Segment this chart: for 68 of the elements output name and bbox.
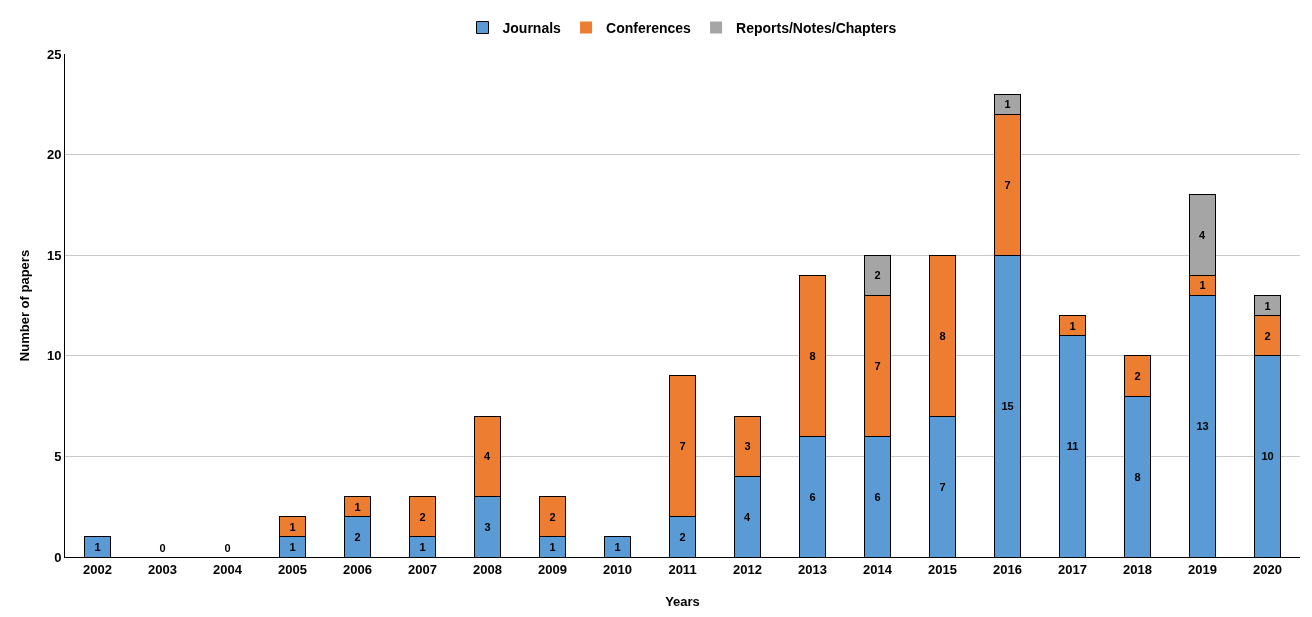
x-tick-label: 2004 [213,561,243,577]
data-label: 4 [484,450,491,463]
data-label: 1 [1069,319,1076,332]
data-label: 0 [159,542,166,554]
legend-label: Conferences [606,20,692,36]
y-tick-label: 5 [54,448,62,464]
x-tick-label: 2016 [993,561,1022,577]
y-tick-label: 0 [54,549,62,565]
data-label: 4 [744,510,751,523]
data-label: 7 [679,440,686,453]
data-label: 11 [1066,440,1079,453]
data-label: 8 [1134,470,1141,483]
y-axis-title: Number of papers [17,249,32,362]
data-label: 10 [1261,450,1274,463]
data-label: 8 [939,329,946,342]
data-label: 3 [484,520,491,533]
x-tick-label: 2020 [1253,561,1282,577]
data-label: 1 [1004,98,1011,111]
data-label: 2 [354,530,361,543]
data-label: 2 [549,510,556,523]
data-label: 6 [874,490,881,503]
data-label: 1 [549,540,556,553]
data-label: 1 [1264,299,1271,312]
data-label: 1 [289,520,296,533]
data-label: 1 [419,540,426,553]
x-tick-label: 2006 [343,561,372,577]
x-tick-label: 2014 [863,561,893,577]
x-tick-label: 2017 [1058,561,1087,577]
y-tick-label: 25 [46,46,62,62]
data-label: 1 [1199,279,1206,292]
data-label: 1 [354,500,361,513]
x-axis-title: Years [665,594,700,609]
data-label: 2 [419,510,426,523]
legend-label: Journals [502,20,562,36]
x-tick-label: 2018 [1123,561,1152,577]
x-tick-label: 2007 [408,561,437,577]
data-label: 2 [874,269,881,282]
x-tick-label: 2015 [928,561,957,577]
y-tick-label: 10 [46,348,62,364]
data-label: 7 [939,480,946,493]
data-label: 15 [1001,400,1014,413]
x-tick-label: 2002 [83,561,112,577]
data-label: 7 [874,359,881,372]
x-tick-label: 2011 [668,561,697,577]
data-label: 7 [1004,178,1011,191]
x-tick-label: 2009 [538,561,567,577]
legend-label: Reports/Notes/Chapters [736,20,897,36]
x-tick-label: 2019 [1188,561,1217,577]
data-label: 1 [614,540,621,553]
y-tick-label: 15 [46,247,62,263]
data-label: 0 [224,542,231,554]
data-label: 2 [1264,329,1271,342]
data-label: 2 [1134,369,1141,382]
data-label: 1 [94,540,101,553]
data-label: 6 [809,490,816,503]
data-label: 13 [1196,420,1209,433]
data-label: 3 [744,440,751,453]
x-tick-label: 2012 [733,561,762,577]
x-tick-label: 2005 [278,561,307,577]
data-label: 4 [1199,229,1206,242]
x-tick-label: 2010 [603,561,632,577]
data-label: 1 [289,540,296,553]
data-label: 8 [809,349,816,362]
x-tick-label: 2003 [148,561,177,577]
x-tick-label: 2013 [798,561,827,577]
y-tick-label: 20 [46,147,62,163]
x-tick-label: 2008 [473,561,502,577]
data-label: 2 [679,530,686,543]
